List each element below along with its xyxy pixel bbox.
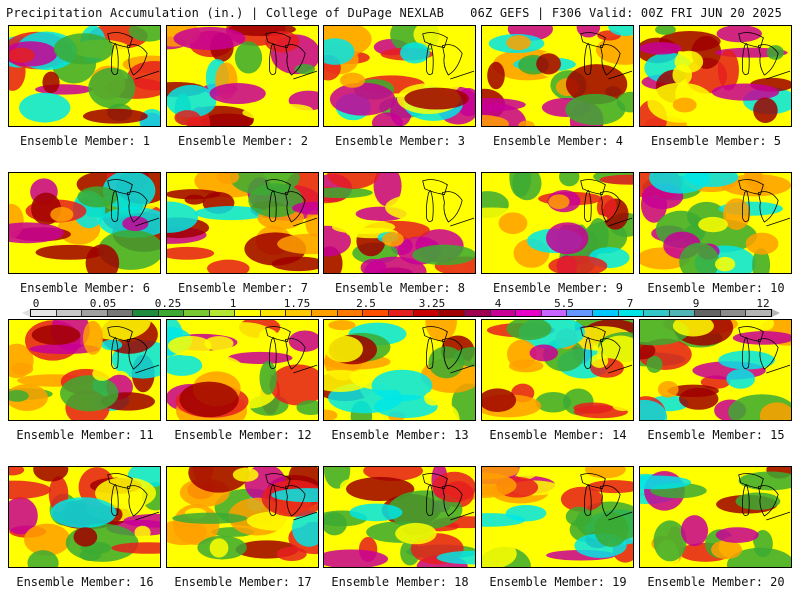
ensemble-member-map-18 xyxy=(323,466,476,568)
colorbar-segment xyxy=(158,310,185,316)
colorbar-tick-label: 0.05 xyxy=(89,297,117,310)
colorbar-high-arrow xyxy=(772,309,780,317)
colorbar-segment xyxy=(107,310,134,316)
colorbar-segment xyxy=(593,310,619,316)
ensemble-member-label: Ensemble Member: 9 xyxy=(492,281,624,295)
ensemble-member-label: Ensemble Member: 11 xyxy=(16,428,154,442)
colorbar-segment xyxy=(618,310,645,316)
ensemble-member-label: Ensemble Member: 16 xyxy=(16,575,154,589)
ensemble-member-map-17 xyxy=(166,466,319,568)
ensemble-member-map-8 xyxy=(323,172,476,274)
colorbar-segment xyxy=(465,310,491,316)
colorbar-segment xyxy=(695,310,721,316)
colorbar-tick-label: 2.5 xyxy=(356,297,376,310)
colorbar-segment xyxy=(56,310,83,316)
colorbar-segment xyxy=(82,310,108,316)
colorbar-segment xyxy=(746,310,771,316)
colorbar-segment xyxy=(235,310,261,316)
ensemble-member-map-15 xyxy=(639,319,792,421)
ensemble-member-map-6 xyxy=(8,172,161,274)
ensemble-member-label: Ensemble Member: 20 xyxy=(647,575,785,589)
chart-title: Precipitation Accumulation (in.) | Colle… xyxy=(6,6,445,20)
colorbar-segment xyxy=(337,310,364,316)
ensemble-member-label: Ensemble Member: 10 xyxy=(647,281,785,295)
colorbar-tick-label: 9 xyxy=(692,297,700,310)
ensemble-member-label: Ensemble Member: 8 xyxy=(334,281,466,295)
ensemble-member-map-10 xyxy=(639,172,792,274)
ensemble-member-map-1 xyxy=(8,25,161,127)
colorbar-segment xyxy=(363,310,389,316)
ensemble-member-label: Ensemble Member: 15 xyxy=(647,428,785,442)
run-valid-time: 06Z GEFS | F306 Valid: 00Z FRI JUN 20 20… xyxy=(470,6,782,20)
ensemble-member-label: Ensemble Member: 1 xyxy=(19,134,151,148)
ensemble-member-map-2 xyxy=(166,25,319,127)
ensemble-member-map-19 xyxy=(481,466,634,568)
ensemble-member-map-13 xyxy=(323,319,476,421)
ensemble-member-map-7 xyxy=(166,172,319,274)
ensemble-member-map-12 xyxy=(166,319,319,421)
ensemble-member-label: Ensemble Member: 3 xyxy=(334,134,466,148)
ensemble-member-label: Ensemble Member: 13 xyxy=(331,428,469,442)
colorbar-segment xyxy=(184,310,210,316)
colorbar-tick-label: 5.5 xyxy=(554,297,574,310)
colorbar-segment xyxy=(414,310,440,316)
ensemble-member-map-16 xyxy=(8,466,161,568)
ensemble-member-label: Ensemble Member: 7 xyxy=(177,281,309,295)
ensemble-member-label: Ensemble Member: 5 xyxy=(650,134,782,148)
ensemble-member-label: Ensemble Member: 17 xyxy=(174,575,312,589)
ensemble-member-label: Ensemble Member: 18 xyxy=(331,575,469,589)
colorbar-low-arrow xyxy=(22,309,30,317)
colorbar-segment xyxy=(286,310,313,316)
colorbar-tick-label: 7 xyxy=(626,297,634,310)
colorbar-tick-label: 1.75 xyxy=(283,297,311,310)
colorbar-segment xyxy=(439,310,466,316)
colorbar-segment xyxy=(490,310,517,316)
ensemble-member-map-9 xyxy=(481,172,634,274)
colorbar-segment xyxy=(260,310,287,316)
colorbar-tick-label: 1 xyxy=(229,297,237,310)
ensemble-member-map-3 xyxy=(323,25,476,127)
ensemble-member-map-11 xyxy=(8,319,161,421)
colorbar-segment xyxy=(516,310,542,316)
colorbar-tick-label: 4 xyxy=(494,297,502,310)
ensemble-member-map-5 xyxy=(639,25,792,127)
ensemble-member-map-20 xyxy=(639,466,792,568)
ensemble-member-label: Ensemble Member: 14 xyxy=(489,428,627,442)
colorbar-segment xyxy=(31,310,57,316)
colorbar-segment xyxy=(644,310,670,316)
ensemble-member-label: Ensemble Member: 6 xyxy=(19,281,151,295)
ensemble-member-label: Ensemble Member: 19 xyxy=(489,575,627,589)
ensemble-member-label: Ensemble Member: 4 xyxy=(492,134,624,148)
ensemble-member-map-4 xyxy=(481,25,634,127)
colorbar-segment xyxy=(388,310,415,316)
colorbar-tick-label: 12 xyxy=(756,297,770,310)
ensemble-member-label: Ensemble Member: 12 xyxy=(174,428,312,442)
ensemble-member-label: Ensemble Member: 2 xyxy=(177,134,309,148)
colorbar-segment xyxy=(567,310,594,316)
colorbar-segment xyxy=(312,310,338,316)
colorbar-tick-label: 0.25 xyxy=(154,297,182,310)
precipitation-colorbar xyxy=(30,309,772,317)
colorbar-segment xyxy=(720,310,747,316)
colorbar-tick-label: 3.25 xyxy=(418,297,446,310)
colorbar-tick-label: 0 xyxy=(32,297,40,310)
colorbar-segment xyxy=(669,310,696,316)
colorbar-segment xyxy=(541,310,568,316)
colorbar-segment xyxy=(209,310,236,316)
colorbar-segment xyxy=(133,310,159,316)
ensemble-member-map-14 xyxy=(481,319,634,421)
